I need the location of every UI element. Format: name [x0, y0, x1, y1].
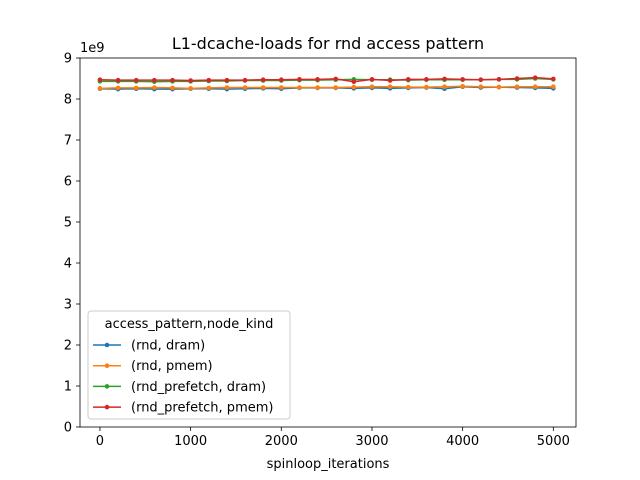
y-tick-label-4: 4 [64, 257, 72, 272]
data-point-s3-17 [405, 77, 411, 82]
data-point-s1-24 [532, 84, 538, 89]
data-point-s1-12 [315, 85, 320, 90]
legend-label-3: (rnd_prefetch, pmem) [131, 401, 273, 416]
y-tick-label-5: 5 [64, 216, 72, 231]
data-point-s3-22 [496, 77, 502, 82]
data-point-s1-4 [170, 85, 175, 91]
legend-label-1: (rnd, pmem) [131, 359, 213, 374]
data-point-s3-19 [442, 76, 447, 82]
data-point-s1-10 [279, 85, 284, 90]
data-point-s3-2 [133, 77, 139, 83]
data-point-s1-11 [297, 85, 302, 90]
axes-frame [79, 57, 577, 428]
data-point-s3-1 [115, 77, 121, 83]
legend-marker-2 [104, 384, 110, 389]
data-point-s3-3 [152, 77, 157, 83]
y-tick-label-6: 6 [64, 175, 72, 190]
y-tick-label-3: 3 [64, 298, 72, 313]
data-point-s1-0 [97, 86, 103, 91]
x-tick-label-5: 5000 [537, 434, 570, 449]
legend-box [87, 310, 291, 420]
chart-title: L1-dcache-loads for rnd access pattern [172, 34, 484, 53]
data-point-s3-14 [351, 79, 357, 85]
data-point-s3-0 [97, 77, 103, 83]
data-point-s3-12 [315, 77, 320, 82]
data-point-s3-23 [514, 76, 520, 81]
x-tick-label-2: 2000 [265, 434, 298, 449]
data-point-s1-18 [424, 84, 429, 90]
data-point-s1-23 [514, 84, 520, 89]
y-tick-label-2: 2 [64, 339, 72, 354]
legend-marker-3 [104, 404, 110, 410]
data-point-s3-16 [387, 78, 393, 83]
plot-area [97, 75, 556, 92]
data-point-s3-25 [551, 76, 556, 82]
legend-marker-0 [104, 342, 110, 348]
y-tick-label-1: 1 [64, 380, 72, 395]
x-tick-label-1: 1000 [174, 434, 207, 449]
legend-label-0: (rnd, dram) [131, 339, 205, 354]
data-point-s3-11 [297, 77, 302, 82]
data-point-s3-8 [242, 77, 248, 83]
data-point-s3-4 [170, 77, 175, 83]
data-point-s3-20 [460, 77, 465, 82]
data-point-s1-3 [152, 85, 157, 90]
data-point-s3-6 [206, 77, 212, 83]
x-tick-label-4: 4000 [446, 434, 479, 449]
data-point-s1-7 [224, 85, 230, 90]
series-line-3 [99, 76, 554, 83]
data-point-s1-17 [405, 84, 411, 90]
data-point-s1-6 [206, 85, 212, 91]
y-tick-label-8: 8 [64, 93, 72, 108]
data-point-s3-7 [224, 77, 230, 83]
y-tick-label-9: 9 [64, 52, 72, 67]
data-point-s1-21 [478, 84, 484, 89]
data-point-s1-9 [260, 85, 266, 90]
data-point-s1-15 [369, 84, 375, 89]
data-point-s3-24 [532, 75, 538, 80]
legend: access_pattern,node_kind (rnd, dram) (rnd,… [87, 310, 291, 420]
data-point-s1-14 [351, 84, 357, 90]
data-point-s1-1 [115, 85, 121, 91]
data-point-s3-21 [478, 77, 484, 83]
data-point-s3-5 [188, 78, 193, 83]
data-point-s1-5 [188, 86, 193, 91]
data-point-s1-13 [333, 85, 339, 90]
x-axis-label: spinloop_iterations [267, 457, 390, 472]
data-point-s1-8 [242, 85, 248, 90]
y-tick-label-7: 7 [64, 134, 72, 149]
legend-label-2: (rnd_prefetch, dram) [131, 380, 266, 395]
data-point-s1-25 [551, 84, 556, 89]
data-point-s1-22 [496, 84, 502, 90]
data-point-s3-15 [369, 77, 375, 82]
data-point-s3-9 [260, 77, 266, 83]
y-tick-label-0: 0 [64, 421, 72, 436]
legend-marker-1 [104, 363, 110, 369]
data-point-s3-10 [279, 77, 284, 83]
y-offset-label: 1e9 [80, 41, 105, 56]
series-line-1 [99, 85, 554, 90]
data-point-s1-19 [442, 84, 447, 89]
data-point-s1-16 [387, 84, 393, 89]
x-tick-label-3: 3000 [355, 434, 388, 449]
data-point-s3-13 [333, 76, 339, 82]
legend-title: access_pattern,node_kind [105, 317, 274, 332]
x-tick-label-0: 0 [96, 434, 104, 449]
data-point-s1-20 [460, 83, 465, 89]
axes: 0 1000 2000 3000 4000 5000 0 1 2 3 4 5 6 7 8 9 [64, 52, 577, 449]
data-point-s1-2 [133, 85, 139, 91]
data-point-s3-18 [424, 77, 429, 82]
